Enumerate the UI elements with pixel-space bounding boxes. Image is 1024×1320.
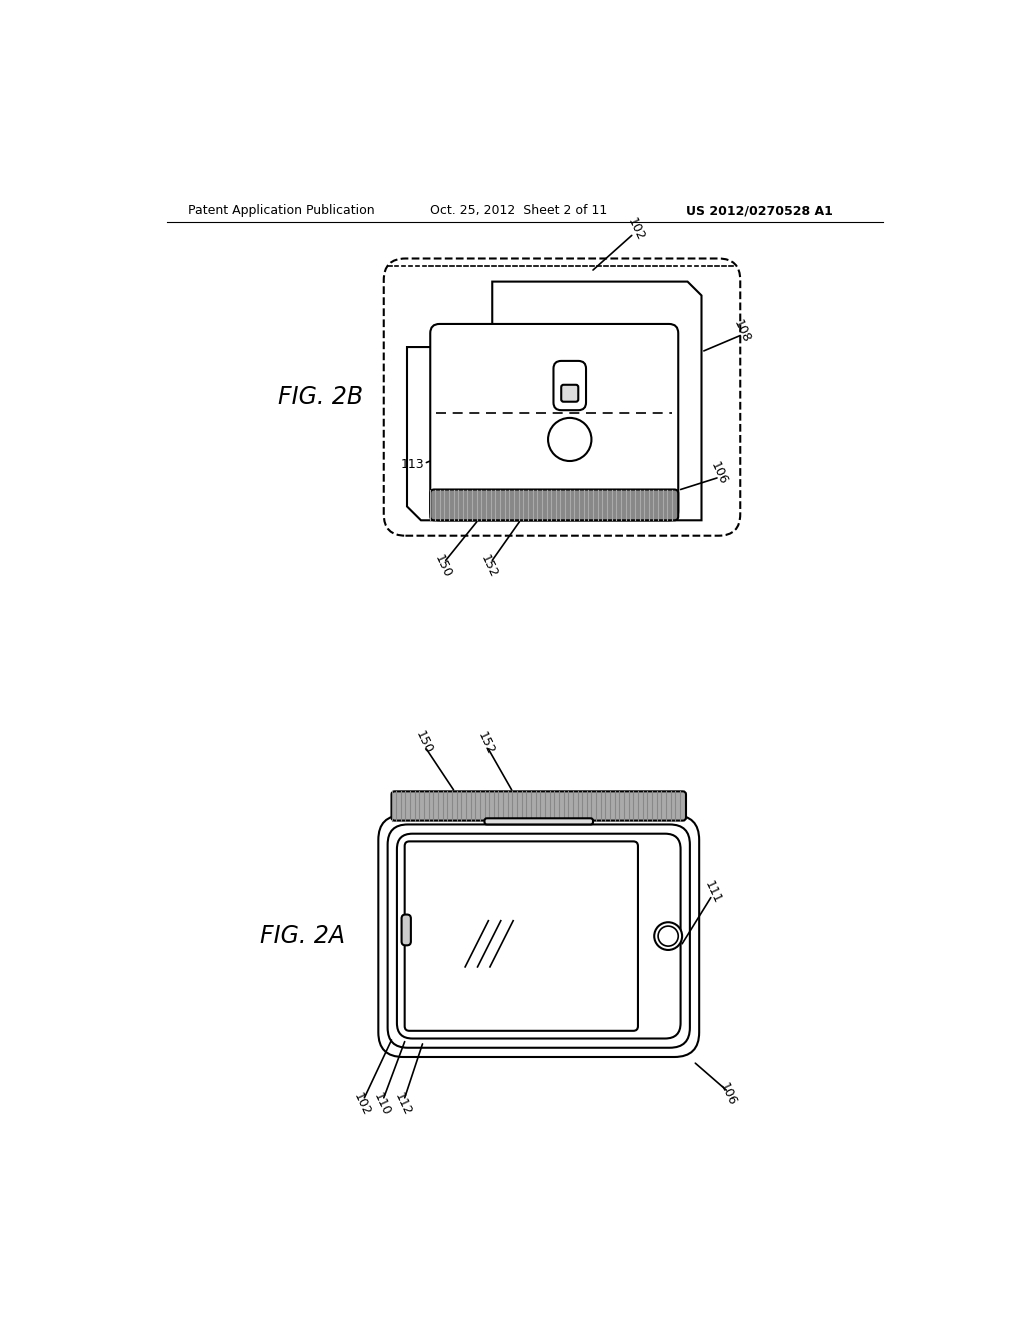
FancyBboxPatch shape: [378, 816, 699, 1057]
Text: 150: 150: [432, 553, 454, 579]
Text: 108: 108: [731, 317, 753, 345]
Circle shape: [548, 418, 592, 461]
Text: 112: 112: [392, 1090, 414, 1118]
FancyBboxPatch shape: [401, 915, 411, 945]
Text: 110: 110: [371, 1090, 392, 1118]
PathPatch shape: [407, 281, 701, 520]
FancyBboxPatch shape: [384, 259, 740, 536]
Text: 106: 106: [708, 459, 729, 487]
Text: FIG. 2A: FIG. 2A: [260, 924, 345, 948]
Text: 102: 102: [351, 1090, 373, 1118]
Text: 152: 152: [475, 730, 497, 756]
FancyBboxPatch shape: [430, 490, 678, 520]
Text: 102: 102: [625, 215, 646, 243]
Text: US 2012/0270528 A1: US 2012/0270528 A1: [686, 205, 833, 218]
Text: 115: 115: [614, 355, 637, 381]
FancyBboxPatch shape: [397, 834, 681, 1039]
Text: 152: 152: [478, 553, 500, 579]
Circle shape: [654, 923, 682, 950]
Text: Patent Application Publication: Patent Application Publication: [188, 205, 375, 218]
FancyBboxPatch shape: [404, 841, 638, 1031]
FancyBboxPatch shape: [554, 360, 586, 411]
FancyBboxPatch shape: [391, 792, 686, 821]
Text: FIG. 2B: FIG. 2B: [278, 385, 362, 409]
Circle shape: [658, 927, 678, 946]
Text: 150: 150: [413, 729, 435, 756]
Text: Oct. 25, 2012  Sheet 2 of 11: Oct. 25, 2012 Sheet 2 of 11: [430, 205, 607, 218]
FancyBboxPatch shape: [388, 825, 690, 1048]
Text: 113: 113: [400, 458, 424, 471]
FancyBboxPatch shape: [561, 385, 579, 401]
FancyBboxPatch shape: [430, 323, 678, 520]
Text: 106: 106: [717, 1081, 738, 1107]
Text: 111: 111: [702, 879, 724, 906]
FancyBboxPatch shape: [484, 818, 593, 825]
